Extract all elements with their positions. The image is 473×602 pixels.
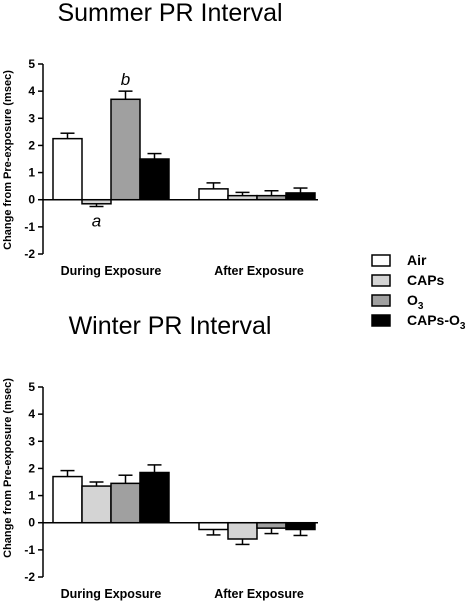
y-axis-label: Change from Pre-exposure (msec) [2, 70, 14, 250]
bar [227, 521, 258, 540]
category-label: After Exposure [214, 587, 304, 601]
y-tick-label: 2 [28, 461, 35, 475]
y-tick-label: 4 [28, 407, 35, 421]
y-tick-label: -2 [24, 570, 35, 584]
bar [285, 192, 316, 201]
legend-swatch-caps-o3 [371, 314, 391, 327]
legend-label-o3-sub: 3 [418, 301, 424, 312]
y-tick-label: 1 [28, 489, 35, 503]
bar [139, 471, 170, 524]
y-tick-label: 3 [28, 111, 35, 125]
y-tick-label: 2 [28, 138, 35, 152]
y-tick-label: -1 [24, 220, 35, 234]
legend: Air CAPs O3 CAPs-O3 [371, 252, 466, 332]
legend-label-caps-o3-sub: 3 [460, 321, 466, 332]
bar [285, 521, 316, 531]
bar [110, 98, 141, 201]
legend-swatch-air [371, 254, 391, 267]
y-tick-label: 3 [28, 434, 35, 448]
summer-chart: Summer PR Interval Change from Pre-expos… [2, 0, 318, 278]
y-tick-label: -1 [24, 543, 35, 557]
bar [256, 521, 287, 529]
legend-label-caps-o3-main: CAPs-O [407, 312, 460, 328]
legend-label-caps: CAPs [407, 272, 445, 288]
chart-title: Summer PR Interval [57, 0, 282, 27]
y-tick-label: 0 [28, 193, 35, 207]
legend-label-caps-o3: CAPs-O3 [407, 312, 466, 332]
significance-label: a [92, 212, 101, 231]
bar [198, 521, 229, 531]
y-tick-label: 0 [28, 516, 35, 530]
y-tick-label: 5 [28, 57, 35, 71]
category-label: During Exposure [61, 587, 162, 601]
chart-title: Winter PR Interval [69, 312, 272, 340]
bar [52, 137, 83, 201]
winter-chart: Winter PR Interval Change from Pre-expos… [2, 312, 318, 601]
significance-label: b [121, 70, 130, 89]
legend-swatch-o3 [371, 294, 391, 307]
bar [139, 158, 170, 201]
bar [52, 475, 83, 524]
category-label: After Exposure [214, 264, 304, 278]
y-axis-label: Change from Pre-exposure (msec) [2, 378, 14, 558]
legend-label-air: Air [407, 252, 427, 268]
bar [198, 188, 229, 201]
y-tick-label: 1 [28, 166, 35, 180]
y-tick-label: 4 [28, 84, 35, 98]
legend-label-o3: O3 [407, 292, 424, 312]
legend-label-o3-main: O [407, 292, 418, 308]
bar [81, 485, 112, 524]
y-tick-label: 5 [28, 380, 35, 394]
y-tick-label: -2 [24, 247, 35, 261]
bar [110, 482, 141, 524]
legend-swatch-caps [371, 274, 391, 287]
category-label: During Exposure [61, 264, 162, 278]
